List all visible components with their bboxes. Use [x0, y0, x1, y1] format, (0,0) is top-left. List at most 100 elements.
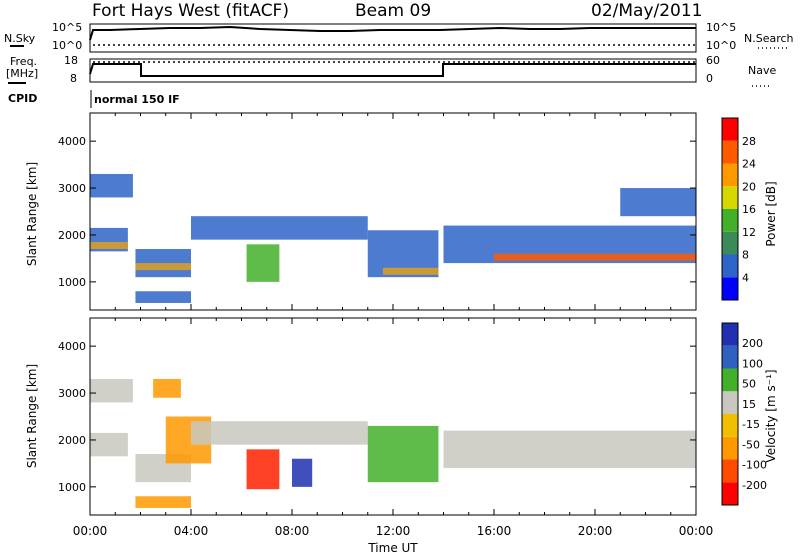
noise-left-label: N.Sky [4, 32, 36, 45]
velocity-colorbar-tick: -200 [742, 479, 767, 492]
velocity-band [90, 432, 128, 457]
velocity-colorbar-segment [722, 459, 738, 483]
power-band [135, 249, 191, 278]
x-tick-label: 12:00 [376, 524, 411, 538]
power-band [135, 291, 191, 303]
nave-tick-top: 60 [706, 54, 720, 67]
x-tick-label: 20:00 [578, 524, 613, 538]
velocity-band [443, 430, 696, 469]
power-colorbar-segment [722, 254, 738, 278]
power-colorbar-segment [722, 277, 738, 300]
x-tick-label: 08:00 [275, 524, 310, 538]
noise-right-tick-top: 10^5 [706, 21, 736, 34]
power-band [620, 188, 696, 217]
power-y-tick-label: 3000 [58, 182, 86, 195]
velocity-colorbar-segment [722, 323, 738, 346]
velocity-y-tick-label: 1000 [58, 481, 86, 494]
velocity-band [135, 496, 191, 508]
velocity-band [246, 449, 280, 490]
velocity-colorbar-tick: 15 [742, 398, 756, 411]
velocity-colorbar-label: Velocity [m s⁻¹] [764, 369, 778, 462]
power-colorbar-segment [722, 231, 738, 255]
velocity-colorbar-segment [722, 368, 738, 392]
velocity-colorbar-segment [722, 414, 738, 437]
freq-trace [89, 63, 696, 77]
velocity-colorbar-frame [721, 322, 739, 506]
velocity-colorbar-segment [722, 482, 738, 505]
noise-left-tick-bottom: 10^0 [52, 39, 82, 52]
power-colorbar-tick: 8 [742, 249, 749, 262]
power-panel [89, 113, 697, 310]
power-colorbar-segment [722, 186, 738, 209]
noise-right-label: N.Search [744, 32, 794, 45]
power-colorbar: 28 24 20 16 12 8 4 [721, 117, 756, 301]
power-colorbar-tick: 16 [742, 203, 756, 216]
power-y-tick-label: 4000 [58, 135, 86, 148]
x-axis-title: Time UT [367, 541, 418, 554]
radar-title: Fort Hays West (fitACF) [92, 1, 289, 21]
velocity-colorbar: 200 100 50 15 -15 -50 -100 -200 [721, 322, 767, 506]
power-band [191, 216, 368, 240]
velocity-colorbar-tick: 200 [742, 337, 763, 350]
beam-title: Beam 09 [355, 1, 431, 21]
freq-tick-bottom: 8 [70, 72, 77, 85]
freq-label-1: Freq. [10, 55, 37, 68]
velocity-band [90, 378, 133, 403]
power-colorbar-tick: 12 [742, 226, 756, 239]
velocity-colorbar-tick: 100 [742, 357, 763, 370]
velocity-band [367, 425, 439, 483]
velocity-colorbar-tick: -50 [742, 438, 760, 451]
velocity-y-tick-label: 4000 [58, 340, 86, 353]
velocity-y-tick-label: 3000 [58, 387, 86, 400]
x-tick-label: 00:00 [73, 524, 108, 538]
power-band [246, 244, 280, 282]
power-panel-frame [89, 112, 697, 311]
velocity-colorbar-tick: -15 [742, 418, 760, 431]
velocity-band [191, 421, 368, 445]
power-y-axis-label: Slant Range [km] [25, 162, 39, 266]
freq-label-2: [MHz] [6, 67, 38, 80]
x-tick-label: 04:00 [174, 524, 209, 538]
freq-tick-top: 18 [64, 54, 78, 67]
velocity-y-tick-label: 2000 [58, 434, 86, 447]
nave-tick-bottom: 0 [706, 72, 713, 85]
noise-sky-trace [89, 25, 696, 41]
velocity-colorbar-tick: 50 [742, 378, 756, 391]
power-colorbar-label: Power [dB] [764, 181, 778, 246]
power-y-tick-label: 2000 [58, 229, 86, 242]
power-band [90, 173, 133, 198]
noise-right-tick-bottom: 10^0 [706, 39, 736, 52]
cpid-value: normal 150 IF [94, 93, 180, 106]
power-band [494, 253, 696, 261]
power-colorbar-segment [722, 140, 738, 164]
power-colorbar-frame [721, 117, 739, 301]
velocity-colorbar-segment [722, 391, 738, 414]
noise-left-tick-top: 10^5 [52, 21, 82, 34]
power-colorbar-tick: 4 [742, 271, 749, 284]
power-band [382, 267, 439, 275]
power-y-tick-label: 1000 [58, 276, 86, 289]
date-title: 02/May/2011 [591, 1, 703, 21]
cpid-label: CPID [8, 92, 37, 105]
freq-panel-frame [89, 58, 697, 83]
velocity-colorbar-segment [722, 436, 738, 460]
power-colorbar-tick: 28 [742, 135, 756, 148]
velocity-panel [89, 318, 697, 515]
velocity-y-axis-label: Slant Range [km] [25, 364, 39, 468]
power-colorbar-tick: 24 [742, 158, 756, 171]
x-tick-label: 00:00 [679, 524, 714, 538]
velocity-colorbar-tick: -100 [742, 459, 767, 472]
power-colorbar-segment [722, 163, 738, 187]
velocity-band [153, 378, 181, 398]
power-colorbar-segment [722, 209, 738, 232]
power-band [90, 241, 128, 250]
power-colorbar-tick: 20 [742, 180, 756, 193]
velocity-colorbar-segment [722, 345, 738, 369]
velocity-panel-frame [89, 317, 697, 516]
nave-label: Nave [748, 64, 776, 77]
x-tick-label: 16:00 [477, 524, 512, 538]
power-colorbar-segment [722, 118, 738, 141]
velocity-band [292, 458, 313, 487]
power-band [135, 263, 191, 271]
